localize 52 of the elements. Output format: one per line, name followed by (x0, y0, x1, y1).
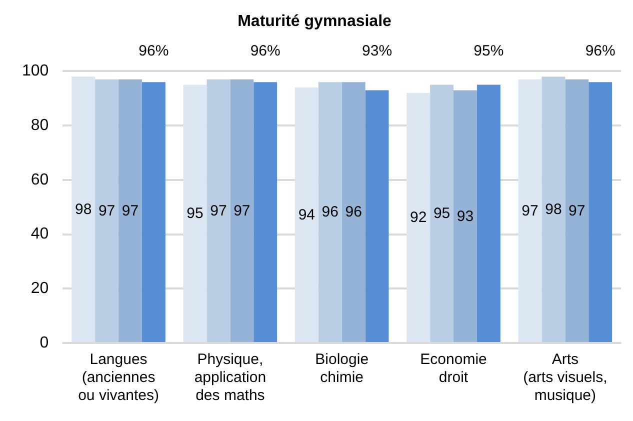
data-label: 97 (568, 202, 586, 220)
bar (365, 90, 389, 342)
y-tick-label: 20 (30, 280, 49, 298)
data-label: 96 (345, 204, 362, 221)
bar (542, 76, 566, 342)
bar (230, 79, 254, 342)
bar (254, 82, 278, 342)
data-label: 95 (186, 205, 204, 222)
data-label: 93 (456, 208, 474, 225)
data-label: 93% (362, 42, 392, 60)
bar (454, 90, 477, 342)
data-label: 97 (522, 202, 538, 220)
x-tick-label: Langues (anciennes ou vivantes) (78, 351, 159, 404)
x-tick-label: Arts (arts visuels, musique) (523, 351, 608, 404)
data-label: 92 (410, 209, 427, 226)
data-label: 96% (250, 42, 280, 60)
bar (430, 84, 454, 342)
bar (142, 82, 166, 342)
bar (318, 82, 342, 342)
data-label: 95% (474, 42, 504, 60)
data-label: 96% (585, 42, 616, 60)
x-tick-label: Economie droit (420, 351, 487, 386)
bar (118, 79, 142, 342)
data-label: 98 (75, 200, 92, 218)
bar (342, 82, 366, 342)
bar (95, 79, 119, 342)
data-label: 97 (98, 202, 116, 220)
y-tick-label: 60 (30, 171, 49, 188)
bar (565, 79, 589, 342)
bar (518, 79, 542, 342)
bar (476, 84, 500, 342)
y-tick-label: 80 (30, 116, 49, 134)
x-tick-label: Physique, application des maths (194, 351, 266, 404)
y-tick-label: 40 (30, 226, 49, 243)
bar (406, 92, 430, 342)
bar (588, 82, 612, 342)
data-label: 96 (322, 204, 338, 221)
bar (294, 88, 318, 342)
data-label: 98 (545, 200, 562, 218)
y-tick-label: 100 (22, 62, 49, 80)
data-label: 97 (122, 202, 139, 220)
bar (206, 79, 230, 342)
bar (183, 84, 207, 342)
data-label: 94 (298, 206, 316, 224)
x-tick-label: Biologie chimie (315, 351, 369, 386)
data-label: 97 (234, 202, 250, 220)
data-label: 96% (138, 42, 169, 60)
y-tick-label: 0 (40, 334, 49, 352)
data-label: 97 (210, 202, 227, 220)
bar (72, 76, 96, 342)
data-label: 95 (433, 205, 450, 222)
chart-title: Maturité gymnasiale (238, 13, 392, 30)
